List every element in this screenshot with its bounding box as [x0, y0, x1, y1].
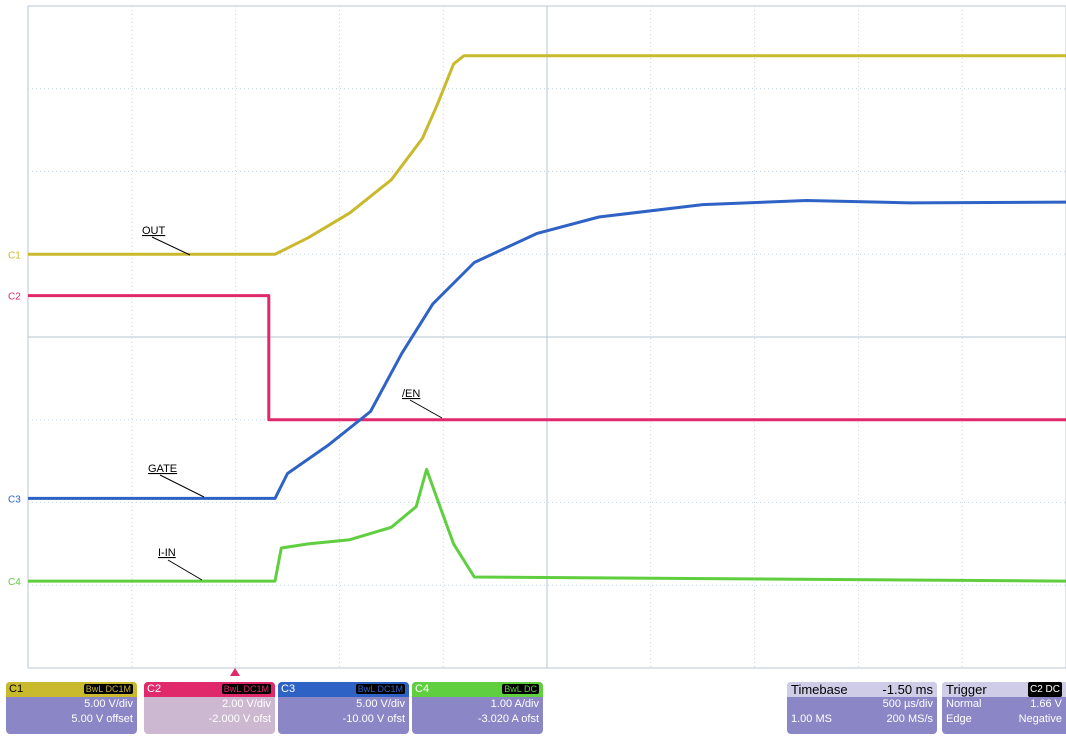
channel-c3-offset: -10.00 V ofst [342, 713, 405, 725]
trigger-header: Trigger C2 DC [942, 682, 1066, 697]
trace-c1 [28, 54, 1066, 256]
channel-c3-coupling: BwL DC1M [355, 684, 405, 694]
channel-c4-header: C4 BwL DC [412, 682, 543, 697]
timebase-label: Timebase [791, 682, 848, 697]
timebase-div-row: 500 µs/div [787, 697, 937, 712]
timebase-samples: 1.00 MS [791, 713, 832, 725]
channel-c3-name: C3 [281, 683, 296, 695]
trigger-level: 1.66 V [1030, 698, 1062, 710]
trace-c3 [28, 199, 1066, 500]
annotation-out: OUT [142, 225, 166, 237]
channel-c1-scale: 5.00 V/div [84, 698, 133, 710]
channel-c2-box[interactable]: C2 BwL DC1M 2.00 V/div -2.000 V ofst [144, 682, 275, 734]
annotation-gate: GATE [148, 463, 177, 475]
channel-c1-coupling: BwL DC1M [83, 684, 133, 694]
channel-marker-c1: C1 [8, 250, 21, 261]
trigger-source: C2 DC [1027, 682, 1062, 697]
channel-marker-c2: C2 [8, 292, 21, 303]
channel-c2-scale: 2.00 V/div [222, 698, 271, 710]
trigger-box[interactable]: Trigger C2 DC Normal 1.66 V Edge Negativ… [942, 682, 1066, 734]
channel-c4-coupling: BwL DC [502, 684, 539, 694]
trigger-type: Edge [946, 713, 972, 725]
channel-c4-offset: -3.020 A ofst [477, 713, 539, 725]
timebase-box[interactable]: Timebase -1.50 ms 500 µs/div 1.00 MS 200… [787, 682, 937, 734]
channel-c1-header: C1 BwL DC1M [6, 682, 137, 697]
channel-c1-box[interactable]: C1 BwL DC1M 5.00 V/div 5.00 V offset [6, 682, 137, 734]
channel-marker-c4: C4 [8, 577, 21, 588]
trace-labels: C1 C2 C3 C4 OUT/EN GATE I-IN [8, 225, 443, 588]
timebase-sample-row: 1.00 MS 200 MS/s [787, 712, 937, 727]
channel-c4-scale: 1.00 A/div [490, 698, 539, 710]
timebase-div: 500 µs/div [882, 698, 933, 710]
trigger-mode-row: Normal 1.66 V [942, 697, 1066, 712]
annotation-iin: I-IN [158, 547, 176, 559]
annotation-en: /EN [402, 388, 420, 400]
channel-c1-offset: 5.00 V offset [71, 713, 133, 725]
traces [28, 54, 1066, 583]
trigger-slope: Negative [1018, 713, 1062, 725]
channel-c2-name: C2 [147, 683, 162, 695]
trigger-marker [230, 668, 240, 676]
timebase-header: Timebase -1.50 ms [787, 682, 937, 697]
timebase-rate: 200 MS/s [886, 713, 933, 725]
channel-c3-header: C3 BwL DC1M [278, 682, 409, 697]
trace-c2 [28, 294, 1066, 422]
channel-c1-name: C1 [9, 683, 24, 695]
trace-c4 [28, 467, 1066, 583]
annotation-leader [409, 399, 443, 419]
channel-c3-box[interactable]: C3 BwL DC1M 5.00 V/div -10.00 V ofst [278, 682, 409, 734]
channel-c2-offset: -2.000 V ofst [208, 713, 271, 725]
channel-marker-c3: C3 [8, 494, 21, 505]
channel-c4-box[interactable]: C4 BwL DC 1.00 A/div -3.020 A ofst [412, 682, 543, 734]
trigger-label: Trigger [946, 682, 987, 697]
annotation-leader [159, 474, 205, 498]
channel-c3-scale: 5.00 V/div [356, 698, 405, 710]
timebase-delay: -1.50 ms [882, 682, 933, 697]
trigger-type-row: Edge Negative [942, 712, 1066, 727]
annotation-leader [151, 236, 191, 256]
channel-c4-name: C4 [415, 683, 430, 695]
trigger-mode: Normal [946, 698, 982, 710]
channel-c2-coupling: BwL DC1M [221, 684, 271, 694]
channel-c2-header: C2 BwL DC1M [144, 682, 275, 697]
annotation-leader [167, 559, 203, 581]
